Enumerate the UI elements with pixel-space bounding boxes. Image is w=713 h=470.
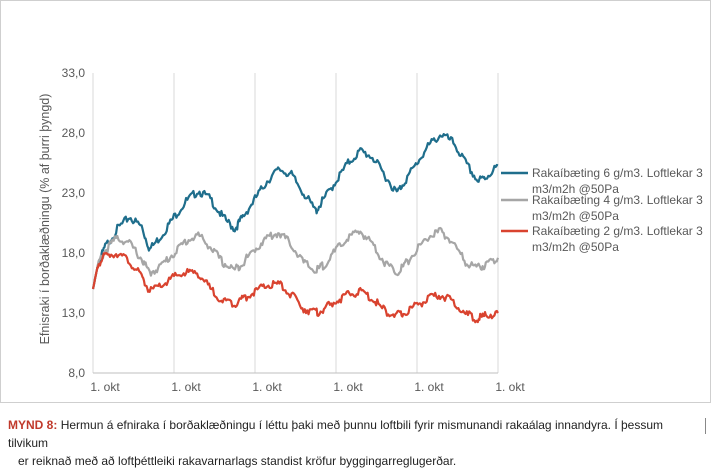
x-ticks: 1. okt 1. okt 1. okt 1. okt 1. okt 1. okt (90, 380, 525, 394)
y-tick-label: 18,0 (62, 246, 86, 260)
caption-line-1: Hermun á efniraka í borðaklæðningu í lét… (8, 418, 664, 450)
legend-entry-2: Rakaíbæting 4 g/m3. Loftlekar 3 m3/m2h @5… (501, 193, 703, 223)
y-tick-label: 8,0 (68, 366, 85, 380)
y-tick-label: 13,0 (62, 306, 86, 320)
series-line-3 (91, 252, 499, 324)
x-tick-label: 1. okt (495, 380, 525, 394)
y-tick-label: 28,0 (62, 126, 86, 140)
x-tick-label: 1. okt (90, 380, 120, 394)
caption-label: MYND 8: (8, 418, 58, 432)
legend-label: Rakaíbæting 6 g/m3. Loftlekar 3 m3/m2h @5… (532, 166, 703, 196)
chart-figure: 8,0 13,0 18,0 23,0 28,0 33,0 1. okt 1. okt 1. o… (0, 0, 711, 403)
legend: Rakaíbæting 6 g/m3. Loftlekar 3 m3/m2h @5… (501, 166, 703, 254)
caption-line-2: er reiknað með að loftþéttleiki rakavarn… (18, 454, 457, 468)
caption-divider (705, 418, 706, 434)
legend-entry-3: Rakaíbæting 2 g/m3. Loftlekar 3 m3/m2h @5… (501, 224, 703, 254)
y-axis-title: Efnisraki í borðaklæðningu (% af þurri þ… (38, 94, 52, 345)
grid-layer (92, 73, 499, 374)
legend-entry-1: Rakaíbæting 6 g/m3. Loftlekar 3 m3/m2h @5… (501, 166, 703, 196)
x-tick-label: 1. okt (171, 380, 201, 394)
chart-svg: 8,013,018,023,028,033,0 1. okt 1. okt 1. o… (38, 66, 703, 394)
series-line-1 (91, 133, 499, 290)
y-tick-label: 33,0 (62, 66, 86, 80)
legend-label: Rakaíbæting 4 g/m3. Loftlekar 3 m3/m2h @5… (532, 193, 703, 223)
y-ticks: 8,0 13,0 18,0 23,0 28,0 33,0 (62, 66, 86, 380)
legend-label: Rakaíbæting 2 g/m3. Loftlekar 3 m3/m2h @5… (532, 224, 703, 254)
y-tick-label: 23,0 (62, 186, 86, 200)
x-tick-label: 1. okt (252, 380, 282, 394)
series-line-2 (91, 226, 500, 290)
x-tick-label: 1. okt (414, 380, 444, 394)
figure-caption: MYND 8: Hermun á efniraka í borðaklæðnin… (8, 416, 706, 470)
x-tick-label: 1. okt (333, 380, 363, 394)
series-layer (91, 133, 500, 324)
